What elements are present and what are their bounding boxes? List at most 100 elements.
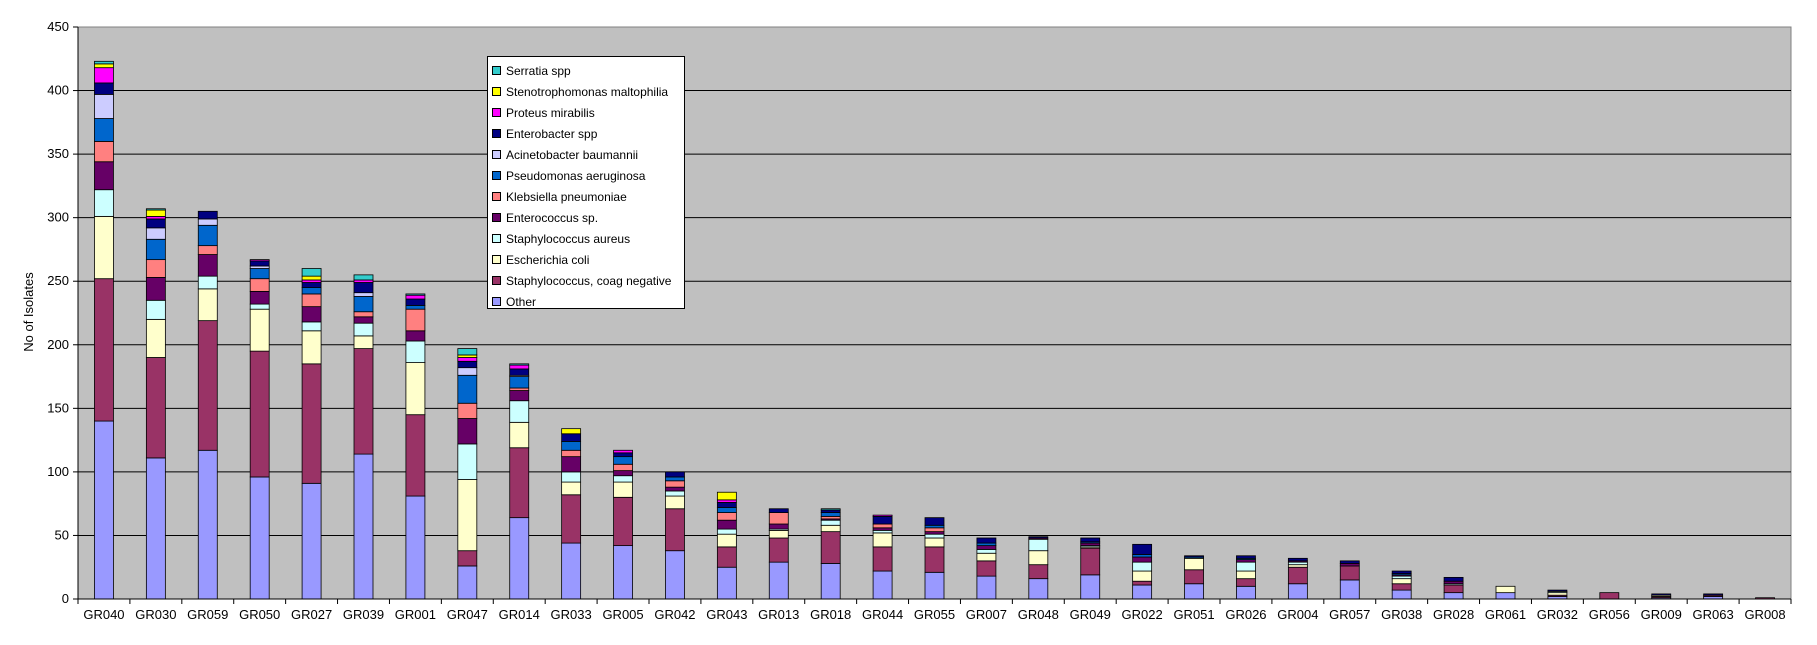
y-tick-label: 200	[47, 337, 69, 352]
bar-segment	[457, 348, 478, 356]
bar-segment	[509, 368, 530, 376]
bar-segment	[353, 348, 374, 455]
bar-segment	[976, 552, 997, 562]
bar-segment	[145, 238, 166, 261]
bar-segment	[197, 210, 218, 220]
bar-segment	[145, 227, 166, 240]
bar-segment	[405, 298, 426, 306]
bar-segment	[1287, 583, 1308, 600]
bar-segment	[457, 550, 478, 567]
bar-segment	[1236, 578, 1256, 587]
bar-segment	[145, 218, 166, 229]
bar-segment	[1236, 561, 1256, 572]
bar-segment	[716, 533, 737, 548]
bar-segment	[820, 531, 841, 564]
legend-item: Staphylococcus, coag negative	[492, 270, 684, 291]
bar-segment	[976, 545, 997, 550]
x-tick-label: GR027	[291, 607, 332, 622]
bar-segment	[301, 282, 322, 288]
bar-segment	[1132, 570, 1153, 582]
bar-segment	[820, 512, 841, 517]
bar-segment	[94, 420, 114, 600]
bar-segment	[353, 335, 374, 349]
bar-segment	[249, 278, 270, 292]
bar-segment	[1080, 537, 1101, 543]
bar-segment	[613, 481, 633, 498]
bar-segment	[197, 449, 218, 600]
legend-label: Stenotrophomonas maltophilia	[506, 84, 669, 99]
bar-segment	[405, 362, 426, 416]
legend-item: Escherichia coli	[492, 249, 684, 270]
x-tick-label: GR004	[1277, 607, 1318, 622]
legend-item: Other	[492, 291, 684, 312]
legend-label: Proteus mirabilis	[506, 105, 595, 120]
bar-segment	[145, 277, 166, 301]
legend-item: Pseudomonas aeruginosa	[492, 165, 684, 186]
bar-segment	[405, 414, 426, 497]
bar-segment	[457, 360, 478, 369]
bar-segment	[509, 421, 530, 449]
bar-segment	[1287, 566, 1308, 585]
bar-segment	[509, 376, 530, 389]
bar-segment	[613, 449, 633, 454]
bar-segment	[924, 546, 945, 573]
bar-segment	[1028, 564, 1049, 580]
bar-segment	[872, 570, 893, 600]
bar-segment	[457, 443, 478, 480]
legend-swatch	[492, 171, 501, 180]
bar-segment	[94, 118, 114, 142]
x-tick-label: GR001	[395, 607, 436, 622]
y-tick-label: 50	[55, 527, 69, 542]
bar-segment	[145, 208, 166, 211]
bar-segment	[1132, 580, 1153, 586]
bar-segment	[820, 519, 841, 526]
bar-segment	[716, 501, 737, 508]
bar-segment	[1080, 574, 1101, 600]
x-tick-label: GR038	[1381, 607, 1422, 622]
bar-segment	[872, 514, 893, 517]
legend-item: Stenotrophomonas maltophilia	[492, 81, 684, 102]
bar-segment	[94, 63, 114, 69]
bar-segment	[665, 476, 685, 482]
bar-segment	[509, 390, 530, 402]
x-tick-label: GR018	[810, 607, 851, 622]
y-tick-label: 150	[47, 400, 69, 415]
x-tick-label: GR032	[1537, 607, 1578, 622]
bar-segment	[665, 480, 685, 488]
bar-segment	[509, 364, 530, 370]
bar-segment	[561, 440, 582, 451]
x-tick-label: GR005	[602, 607, 643, 622]
bar-segment	[716, 512, 737, 521]
bar-segment	[1236, 555, 1256, 559]
bar-segment	[509, 447, 530, 519]
legend-item: Klebsiella pneumoniae	[492, 186, 684, 207]
x-tick-label: GR055	[914, 607, 955, 622]
bar-segment	[1443, 592, 1464, 600]
bars	[94, 60, 1775, 600]
x-tick-label: GR044	[862, 607, 903, 622]
legend-item: Proteus mirabilis	[492, 102, 684, 123]
bar-segment	[457, 479, 478, 552]
bar-segment	[976, 560, 997, 577]
x-tick-label: GR008	[1744, 607, 1785, 622]
x-tick-label: GR049	[1070, 607, 1111, 622]
bar-segment	[249, 476, 270, 600]
bar-segment	[665, 508, 685, 552]
x-tick-label: GR033	[551, 607, 592, 622]
y-tick-label: 250	[47, 273, 69, 288]
bar-segment	[1184, 569, 1204, 585]
bar-segment	[1184, 557, 1204, 571]
bar-segment	[1599, 592, 1620, 600]
bar-segment	[509, 517, 530, 600]
y-tick-label: 350	[47, 146, 69, 161]
bar-segment	[405, 340, 426, 363]
bar-segment	[716, 519, 737, 530]
bar-segment	[613, 545, 633, 600]
bar-segment	[716, 491, 737, 501]
x-tick-label: GR040	[83, 607, 124, 622]
bar-segment	[353, 453, 374, 600]
bar-segment	[197, 218, 218, 226]
bar-segment	[613, 452, 633, 458]
bar-segment	[94, 140, 114, 163]
bar-segment	[249, 259, 270, 262]
